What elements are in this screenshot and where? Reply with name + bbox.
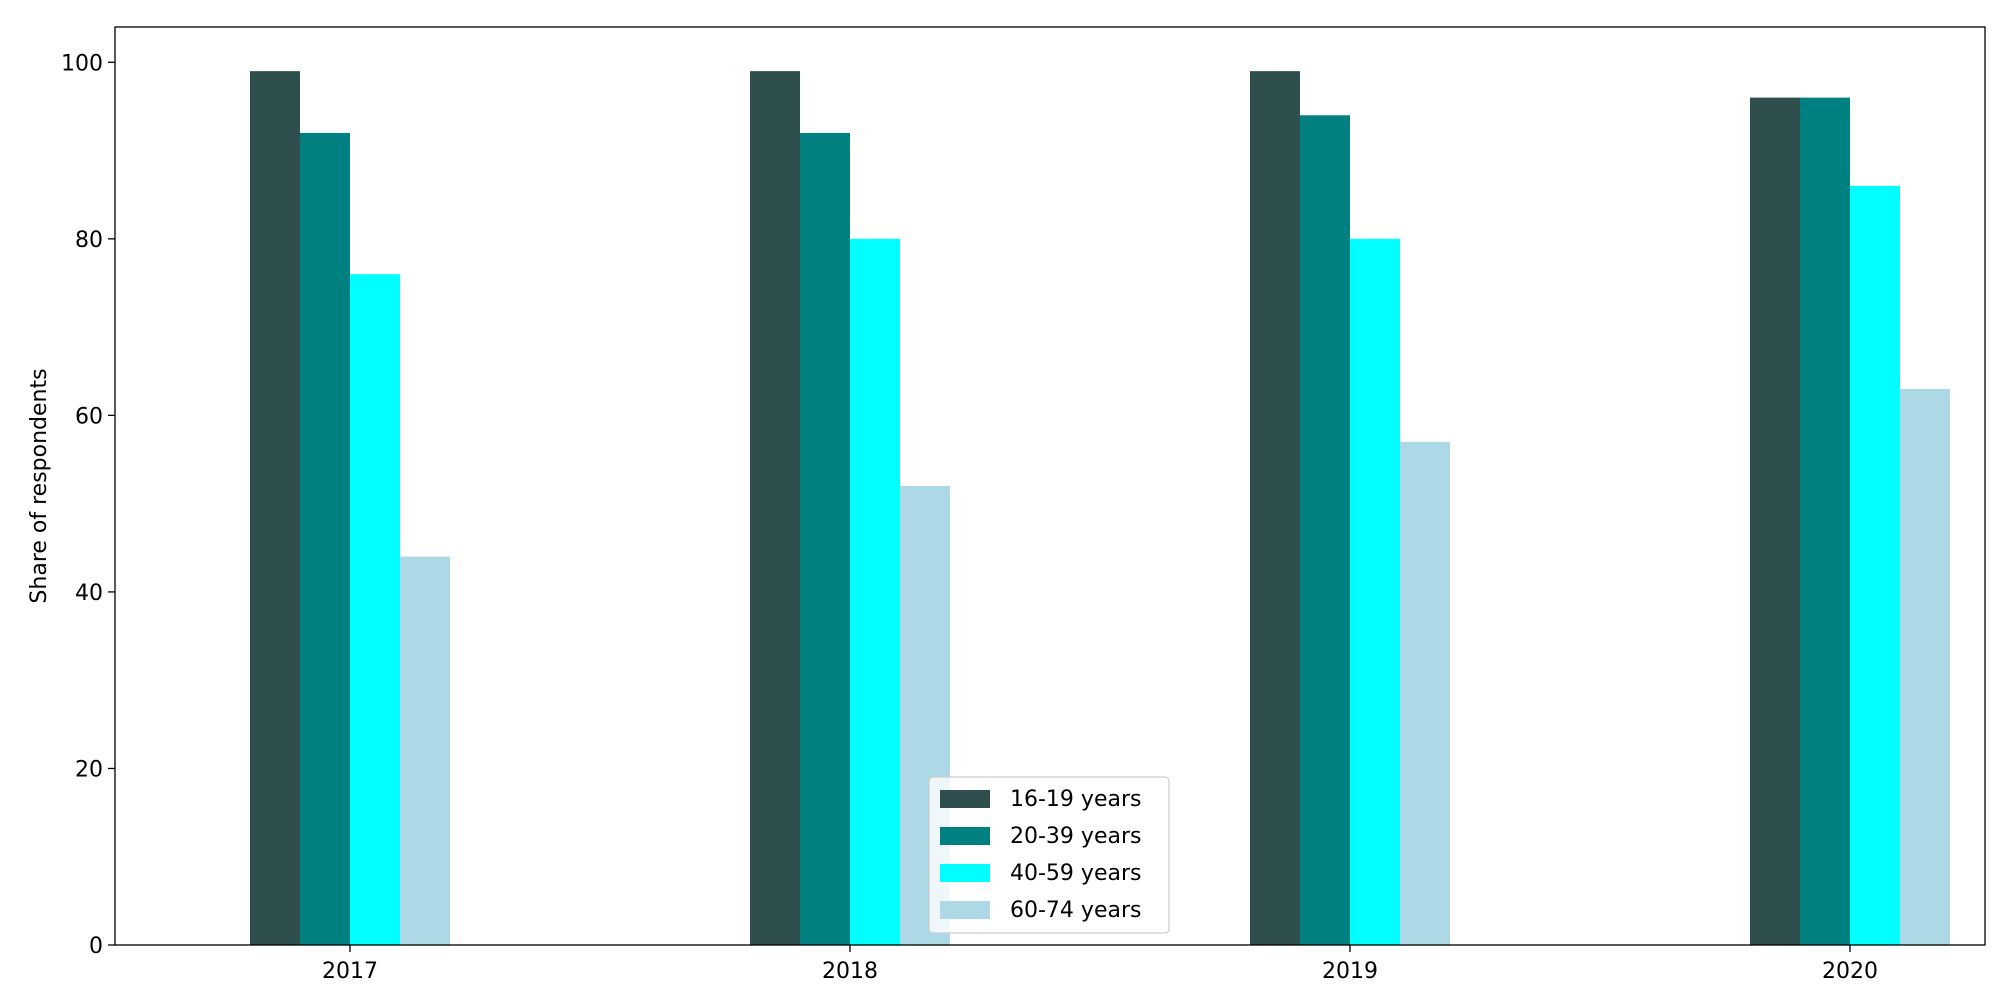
y-tick-label: 80 [75,228,103,253]
x-tick-label: 2019 [1322,959,1378,984]
legend-swatch [940,790,990,808]
legend-label: 40-59 years [1010,861,1141,886]
y-tick-label: 40 [75,581,103,606]
legend-swatch [940,864,990,882]
legend-label: 16-19 years [1010,787,1141,812]
bar-16-19-years-2017 [250,71,300,945]
bar-40-59-years-2017 [350,274,400,945]
bar-20-39-years-2019 [1300,115,1350,945]
y-axis: 0 20 40 60 80 100 [61,51,115,959]
legend: 16-19 years 20-39 years 40-59 years 60-74 y… [929,777,1169,933]
bar-60-74-years-2017 [400,557,450,945]
bar-16-19-years-2018 [750,71,800,945]
x-tick-label: 2017 [322,959,378,984]
x-tick-label: 2018 [822,959,878,984]
x-tick-label: 2020 [1822,959,1878,984]
x-axis: 2017 2018 2019 2020 [322,945,1878,984]
bar-16-19-years-2020 [1750,98,1800,945]
legend-swatch [940,827,990,845]
bar-40-59-years-2020 [1850,186,1900,945]
y-tick-label: 60 [75,404,103,429]
bar-40-59-years-2019 [1350,239,1400,945]
bar-20-39-years-2020 [1800,98,1850,945]
y-tick-label: 20 [75,757,103,782]
bar-40-59-years-2018 [850,239,900,945]
bar-20-39-years-2018 [800,133,850,945]
y-tick-label: 0 [89,934,103,959]
y-tick-label: 100 [61,51,103,76]
bar-60-74-years-2019 [1400,442,1450,945]
bar-60-74-years-2020 [1900,389,1950,945]
y-axis-title: Share of respondents [27,368,52,603]
legend-label: 20-39 years [1010,824,1141,849]
legend-label: 60-74 years [1010,898,1141,923]
bar-20-39-years-2017 [300,133,350,945]
legend-swatch [940,901,990,919]
bar-16-19-years-2019 [1250,71,1300,945]
